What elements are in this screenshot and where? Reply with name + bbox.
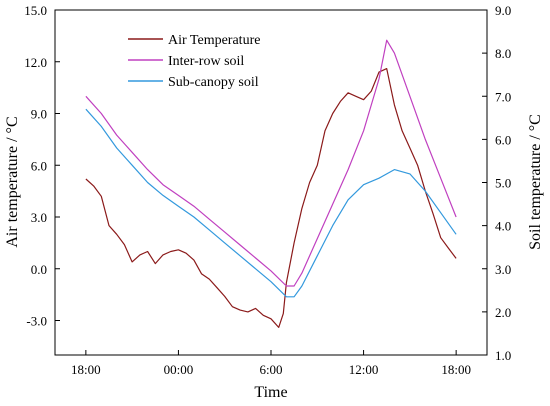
right-y-tick-label: 6.0 [495, 132, 511, 147]
left-y-tick-label: 6.0 [31, 158, 47, 173]
x-tick-label: 12:00 [349, 362, 379, 377]
right-y-axis-title: Soil temperature / °C [527, 114, 544, 250]
left-y-tick-label: 0.0 [31, 262, 47, 277]
series-line-sub-canopy-soil [85, 108, 457, 298]
right-y-tick-label: 1.0 [495, 348, 511, 363]
series-layer [85, 39, 457, 328]
right-y-tick-label: 8.0 [495, 46, 511, 61]
right-y-tick-label: 4.0 [495, 219, 511, 234]
x-tick-label: 6:00 [259, 362, 282, 377]
legend-label: Air Temperature [168, 33, 260, 48]
x-tick-label: 18:00 [71, 362, 101, 377]
series-line-inter-row-soil [85, 39, 457, 287]
left-y-axis-title: Air temperature / °C [4, 116, 21, 247]
right-y-tick-label: 2.0 [495, 305, 511, 320]
right-y-tick-label: 5.0 [495, 176, 511, 191]
left-y-tick-label: 9.0 [31, 107, 47, 122]
left-y-tick-label: 3.0 [31, 210, 47, 225]
left-y-tick-label: 15.0 [24, 3, 47, 18]
right-y-tick-label: 7.0 [495, 89, 511, 104]
right-y-tick-label: 3.0 [495, 262, 511, 277]
series-line-air-temperature [85, 68, 457, 328]
legend-label: Inter-row soil [168, 54, 244, 69]
right-y-axis-ticks: 1.0 2.0 3.0 4.0 5.0 6.0 7.0 8.0 9.0 [482, 3, 511, 363]
x-axis-title: Time [254, 384, 287, 401]
x-tick-label: 18:00 [441, 362, 471, 377]
left-y-tick-label: 12.0 [24, 55, 47, 70]
x-axis-ticks: 18:00 00:00 6:00 12:00 18:00 [71, 350, 471, 377]
legend-label: Sub-canopy soil [168, 75, 259, 90]
left-y-tick-label: -3.0 [26, 314, 47, 329]
legend: Air Temperature Inter-row soil Sub-canopy … [128, 33, 260, 90]
left-y-axis-ticks: -3.0 0.0 3.0 6.0 9.0 12.0 15.0 [24, 3, 60, 329]
x-tick-label: 00:00 [164, 362, 194, 377]
right-y-tick-label: 9.0 [495, 3, 511, 18]
